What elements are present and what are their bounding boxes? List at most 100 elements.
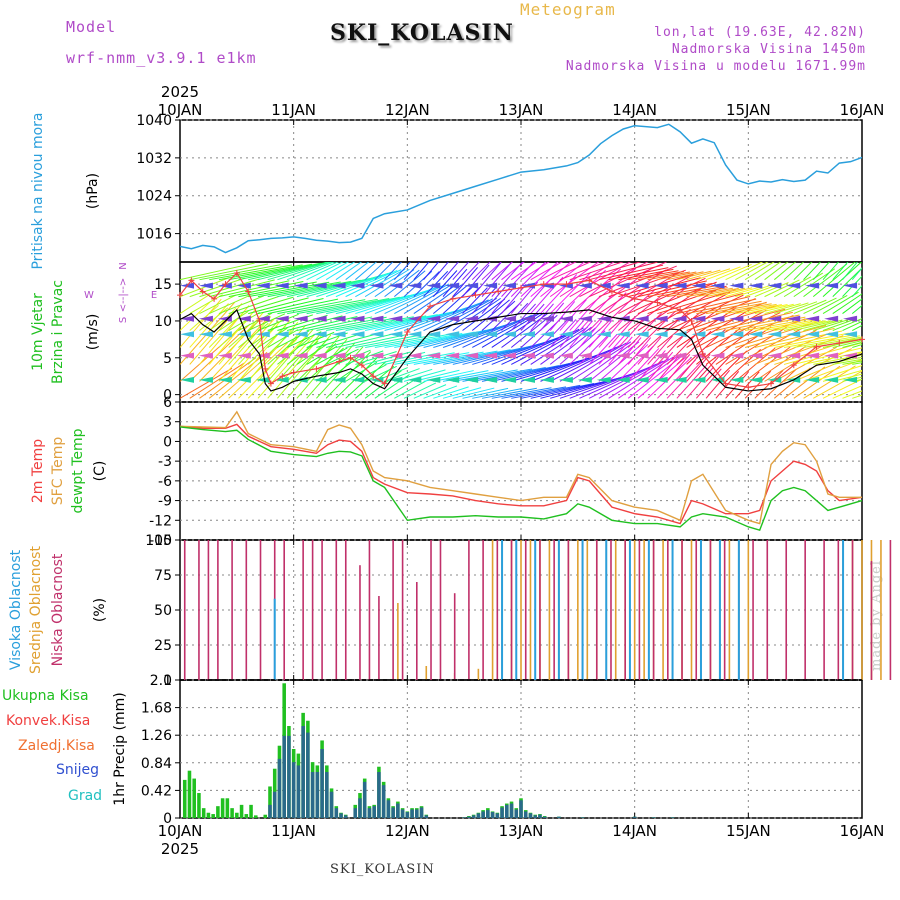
wind-arrow bbox=[403, 382, 437, 399]
model-elevation: Nadmorska Visina u modelu 1671.99m bbox=[565, 59, 866, 74]
wind-direction-arrow bbox=[255, 315, 270, 322]
wind-arrow bbox=[734, 371, 760, 399]
wind-direction-arrow bbox=[502, 282, 517, 289]
precip-snow-bar bbox=[310, 772, 315, 818]
wind-arrow bbox=[471, 262, 491, 281]
precip-snow-bar bbox=[282, 735, 286, 818]
wind-direction-arrow bbox=[464, 331, 479, 338]
wind-axis-title-2: Brzina i Pravac bbox=[50, 280, 66, 384]
wind-direction-arrow bbox=[558, 331, 573, 338]
wind-gust-marker bbox=[267, 380, 274, 387]
wind-arrow bbox=[384, 332, 463, 348]
wind-gust-marker bbox=[336, 358, 343, 365]
wind-arrow bbox=[695, 368, 722, 399]
wind-arrow bbox=[832, 358, 862, 365]
wind-arrow bbox=[452, 387, 495, 399]
wind-arrow bbox=[549, 301, 576, 331]
wind-direction-arrow bbox=[521, 352, 535, 359]
wind-arrow bbox=[803, 359, 862, 382]
wind-arrow bbox=[286, 262, 336, 281]
wind-arrow bbox=[696, 268, 731, 281]
wind-arrow bbox=[394, 380, 427, 399]
wind-arrow bbox=[813, 318, 850, 332]
wind-arrow bbox=[180, 277, 230, 298]
precip-snow-bar bbox=[343, 815, 348, 818]
wind-arrow bbox=[189, 303, 229, 348]
precip-snow-bar bbox=[405, 812, 410, 818]
wind-arrow bbox=[423, 299, 489, 331]
y-tick-label: 1.68 bbox=[141, 701, 172, 717]
panel-frame-temperature bbox=[179, 401, 863, 541]
precip-legend-item: Snijeg bbox=[56, 762, 99, 778]
wind-direction-arrow bbox=[710, 282, 725, 289]
wind-arrow bbox=[247, 325, 278, 348]
wind-arrow bbox=[423, 350, 498, 365]
precip-snow-bar bbox=[329, 791, 334, 818]
wind-gust-marker bbox=[290, 369, 297, 376]
wind-arrow bbox=[472, 367, 546, 382]
precip-total-bar bbox=[249, 804, 253, 818]
wind-arrow bbox=[267, 329, 314, 382]
wind-gust-marker bbox=[188, 277, 195, 284]
wind-arrow bbox=[803, 319, 843, 332]
x-tick-label-top: 15JAN bbox=[726, 101, 771, 119]
wind-arrow bbox=[764, 279, 800, 298]
precip-total-bar bbox=[216, 806, 220, 818]
wind-direction-arrow bbox=[255, 331, 270, 338]
wind-arrow bbox=[754, 262, 782, 281]
y-tick-label: 10 bbox=[154, 314, 172, 330]
wind-arrow bbox=[764, 262, 789, 281]
wind-arrow bbox=[316, 296, 400, 315]
wind-arrow bbox=[715, 303, 772, 315]
wind-arrow bbox=[306, 298, 390, 315]
wind-arrow bbox=[511, 384, 581, 399]
wind-arrow bbox=[598, 342, 644, 382]
wind-direction-arrow bbox=[350, 282, 365, 289]
wind-arrow bbox=[462, 298, 506, 331]
precip-total-bar bbox=[263, 814, 268, 818]
precip-total-bar bbox=[201, 808, 206, 818]
wind-arrow bbox=[715, 371, 740, 399]
wind-arrow bbox=[423, 385, 458, 399]
chart-kind-label: Meteogram bbox=[520, 0, 616, 19]
wind-arrow bbox=[783, 262, 805, 281]
wind-arrow bbox=[316, 351, 352, 382]
y-tick-label: 1016 bbox=[136, 227, 172, 243]
wind-arrow bbox=[832, 340, 862, 348]
precip-total-bar bbox=[230, 808, 234, 818]
x-tick-label-bottom: 14JAN bbox=[612, 822, 657, 840]
wind-arrow bbox=[247, 321, 299, 382]
wind-direction-arrow bbox=[236, 376, 251, 383]
wind-direction-arrow bbox=[274, 315, 289, 322]
wind-direction-arrow bbox=[312, 352, 327, 359]
precip-snow-bar bbox=[670, 817, 675, 818]
wind-arrow bbox=[355, 268, 406, 298]
precip-snow-bar bbox=[509, 803, 514, 818]
wind-arrow bbox=[618, 268, 674, 281]
wind-direction-arrow bbox=[691, 282, 706, 289]
precip-total-bar bbox=[192, 778, 196, 818]
wind-gust-marker bbox=[654, 299, 661, 306]
wind-arrow bbox=[403, 262, 421, 281]
wind-direction-arrow bbox=[596, 376, 611, 383]
wind-arrow bbox=[199, 320, 260, 382]
wind-direction-arrow bbox=[843, 331, 858, 338]
wind-direction-arrow bbox=[577, 331, 592, 338]
precip-snow-bar bbox=[410, 809, 414, 818]
precip-snow-bar bbox=[400, 809, 405, 818]
precip-snow-bar bbox=[476, 813, 481, 818]
wind-arrow bbox=[228, 311, 260, 331]
wind-direction-arrow bbox=[198, 376, 213, 383]
wind-arrow bbox=[530, 303, 554, 331]
wind-arrow bbox=[813, 295, 848, 315]
x-tick-label-top: 13JAN bbox=[499, 101, 544, 119]
precip-legend-item: Grad bbox=[68, 788, 102, 804]
wind-arrow bbox=[364, 370, 402, 399]
wind-direction-arrow bbox=[596, 331, 611, 338]
wind-direction-arrow bbox=[350, 376, 365, 383]
wind-arrow bbox=[783, 320, 831, 332]
x-tick-label-bottom: 13JAN bbox=[499, 822, 544, 840]
wind-direction-arrow bbox=[502, 376, 517, 383]
wind-gust-marker bbox=[813, 343, 820, 350]
wind-arrow bbox=[491, 387, 552, 399]
